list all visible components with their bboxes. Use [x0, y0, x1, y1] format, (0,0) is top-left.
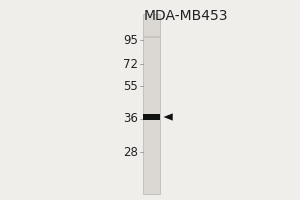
- Text: 55: 55: [123, 80, 138, 92]
- Text: MDA-MB453: MDA-MB453: [144, 9, 228, 23]
- Bar: [143, 36, 160, 38]
- Text: 36: 36: [123, 112, 138, 126]
- Bar: [143, 14, 160, 194]
- Text: 28: 28: [123, 146, 138, 158]
- Polygon shape: [164, 113, 173, 121]
- Bar: [143, 114, 160, 120]
- Text: 95: 95: [123, 33, 138, 46]
- Text: 72: 72: [123, 58, 138, 71]
